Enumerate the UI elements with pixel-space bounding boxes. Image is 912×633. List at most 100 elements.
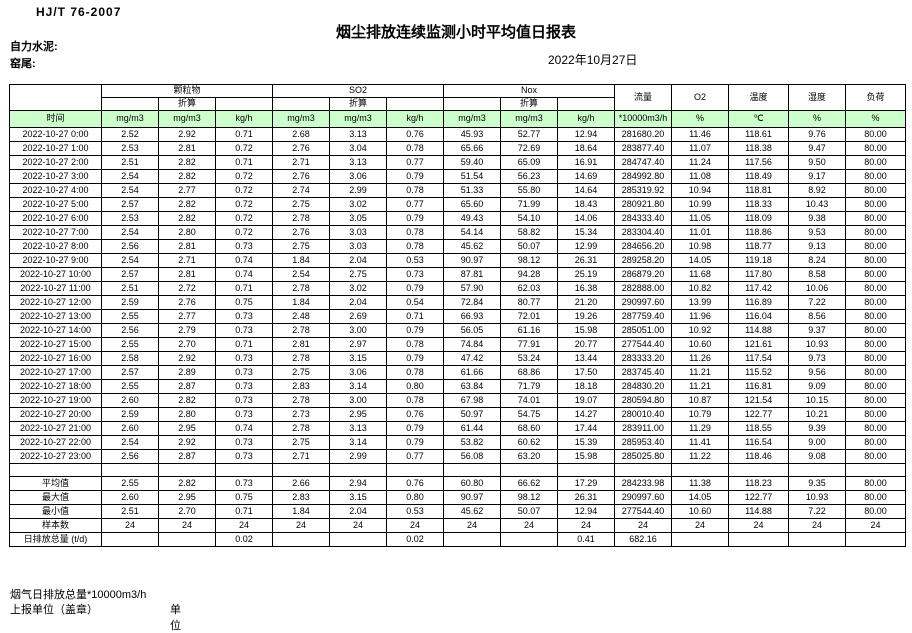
value-cell: 118.23: [728, 476, 789, 491]
value-cell: 12.94: [557, 127, 615, 142]
value-cell: 284992.80: [614, 169, 672, 184]
value-cell: 2.70: [158, 337, 216, 352]
summary-row: 最大值 2.60 2.95 0.75 2.83 3.15 0.80 90.97 98.12 26.…: [9, 490, 906, 505]
value-cell: 11.68: [671, 267, 729, 282]
value-cell: 280921.80: [614, 197, 672, 212]
value-cell: 9.50: [788, 155, 846, 170]
header-row-groups: 颗粒物 SO2 Nox 流量 O2 温度 湿度 负荷: [9, 84, 906, 111]
value-cell: 24: [728, 518, 789, 533]
value-cell: 283745.40: [614, 365, 672, 380]
value-cell: 24: [443, 518, 501, 533]
value-cell: 286879.20: [614, 267, 672, 282]
value-cell: 0.72: [215, 141, 273, 156]
value-cell: 0.78: [386, 365, 444, 380]
value-cell: 51.54: [443, 169, 501, 184]
value-cell: 63.20: [500, 449, 558, 464]
value-cell: 49.43: [443, 211, 501, 226]
col-header-load: 负荷: [845, 84, 906, 111]
value-cell: 65.60: [443, 197, 501, 212]
value-cell: 24: [386, 518, 444, 533]
value-cell: 74.84: [443, 337, 501, 352]
value-cell: 3.02: [329, 281, 387, 296]
value-cell: 16.91: [557, 155, 615, 170]
value-cell: 2.57: [101, 365, 159, 380]
value-cell: 0.73: [215, 476, 273, 491]
value-cell: 13.44: [557, 351, 615, 366]
value-cell: 19.07: [557, 393, 615, 408]
unit-cell: mg/m3: [443, 110, 501, 128]
row-label-cell: 2022-10-27 2:00: [9, 155, 102, 170]
row-label-cell: 2022-10-27 6:00: [9, 211, 102, 226]
value-cell: 0.72: [215, 197, 273, 212]
value-cell: 10.79: [671, 407, 729, 422]
value-cell: 53.24: [500, 351, 558, 366]
value-cell: 1.84: [272, 295, 330, 310]
value-cell: 9.38: [788, 211, 846, 226]
value-cell: 0.71: [386, 309, 444, 324]
value-cell: 116.04: [728, 309, 789, 324]
value-cell: 2.81: [158, 239, 216, 254]
value-cell: 80.00: [845, 295, 906, 310]
value-cell: 2.75: [272, 365, 330, 380]
value-cell: 277544.40: [614, 504, 672, 519]
value-cell: 277544.40: [614, 337, 672, 352]
value-cell: 281680.20: [614, 127, 672, 142]
col-header-temperature: 温度: [728, 84, 789, 111]
value-cell: 2.83: [272, 379, 330, 394]
unit-cell: mg/m3: [329, 110, 387, 128]
separator-row: [9, 463, 906, 477]
value-cell: 9.53: [788, 225, 846, 240]
value-cell: 24: [272, 518, 330, 533]
value-cell: 0.02: [215, 532, 273, 547]
value-cell: 80.00: [845, 449, 906, 464]
value-cell: 80.00: [845, 197, 906, 212]
value-cell: 0.73: [215, 379, 273, 394]
value-cell: 8.92: [788, 183, 846, 198]
value-cell: 0.73: [215, 435, 273, 450]
value-cell: 115.52: [728, 365, 789, 380]
value-cell: 122.77: [728, 490, 789, 505]
value-cell: 2.76: [158, 295, 216, 310]
table-row: 2022-10-27 9:00 2.54 2.71 0.74 1.84 2.04 0.53 9…: [9, 253, 906, 268]
value-cell: 17.44: [557, 421, 615, 436]
value-cell: 2.99: [329, 183, 387, 198]
value-cell: 0.78: [386, 393, 444, 408]
value-cell: 12.99: [557, 239, 615, 254]
unit-cell: mg/m3: [101, 110, 159, 128]
value-cell: 2.56: [101, 323, 159, 338]
table-row: 2022-10-27 4:00 2.54 2.77 0.72 2.74 2.99 0.78 5…: [9, 183, 906, 198]
value-cell: 11.46: [671, 127, 729, 142]
value-cell: 18.43: [557, 197, 615, 212]
value-cell: 3.03: [329, 239, 387, 254]
value-cell: 0.71: [215, 281, 273, 296]
value-cell: 0.77: [386, 449, 444, 464]
value-cell: 10.92: [671, 323, 729, 338]
value-cell: 118.46: [728, 449, 789, 464]
value-cell: 11.29: [671, 421, 729, 436]
row-label-cell: 2022-10-27 18:00: [9, 379, 102, 394]
unit-cell: %: [671, 110, 729, 128]
row-label-cell: 2022-10-27 20:00: [9, 407, 102, 422]
value-cell: 80.00: [845, 379, 906, 394]
value-cell: 285319.92: [614, 183, 672, 198]
value-cell: 18.64: [557, 141, 615, 156]
value-cell: 1.84: [272, 253, 330, 268]
value-cell: 11.38: [671, 476, 729, 491]
value-cell: [728, 463, 789, 477]
table-row: 2022-10-27 5:00 2.57 2.82 0.72 2.75 3.02 0.77 6…: [9, 197, 906, 212]
row-label-cell: 样本数: [9, 518, 102, 533]
value-cell: 11.21: [671, 379, 729, 394]
value-cell: 24: [215, 518, 273, 533]
value-cell: 65.66: [443, 141, 501, 156]
value-cell: 80.00: [845, 421, 906, 436]
value-cell: 0.72: [215, 169, 273, 184]
value-cell: 2.82: [158, 211, 216, 226]
monitoring-table: 颗粒物 SO2 Nox 流量 O2 温度 湿度 负荷 折算 折算 折算: [9, 84, 906, 547]
value-cell: 0.78: [386, 225, 444, 240]
value-cell: 14.05: [671, 490, 729, 505]
value-cell: 285953.40: [614, 435, 672, 450]
value-cell: 2.55: [101, 379, 159, 394]
value-cell: 3.02: [329, 197, 387, 212]
value-cell: 284830.20: [614, 379, 672, 394]
